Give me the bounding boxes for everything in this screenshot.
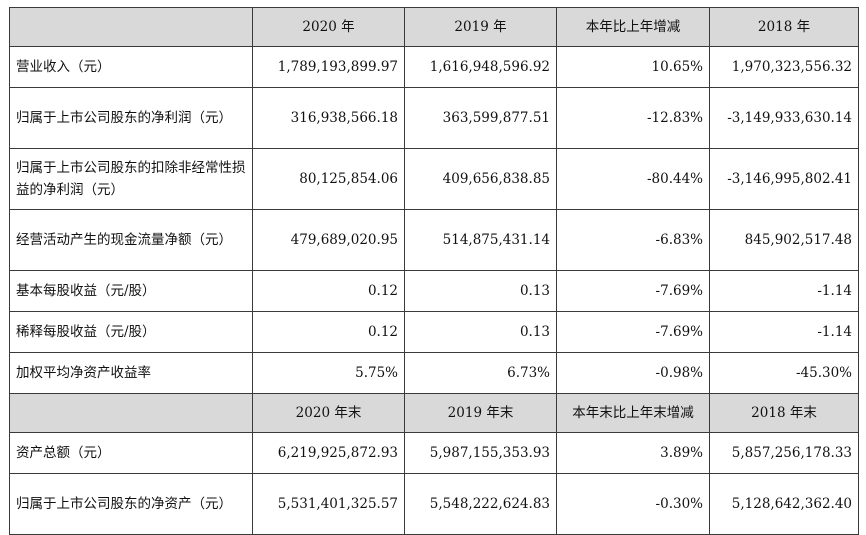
cell-2018: 5,857,256,178.33 xyxy=(709,432,859,474)
header-blank-cell xyxy=(9,393,253,433)
cell-2020: 5,531,401,325.57 xyxy=(252,473,405,535)
cell-2018: -3,146,995,802.41 xyxy=(709,148,859,210)
cell-change: -12.83% xyxy=(556,87,710,149)
header-row-annual: 2020 年 2019 年 本年比上年增减 2018 年 xyxy=(9,7,859,47)
cell-2019: 0.13 xyxy=(404,270,557,312)
cell-2020: 80,125,854.06 xyxy=(252,148,405,210)
row-label: 经营活动产生的现金流量净额（元） xyxy=(9,209,253,271)
table-row: 稀释每股收益（元/股） 0.12 0.13 -7.69% -1.14 xyxy=(9,311,859,353)
row-label: 加权平均净资产收益率 xyxy=(9,352,253,394)
cell-change: -7.69% xyxy=(556,270,710,312)
row-label: 基本每股收益（元/股） xyxy=(9,270,253,312)
cell-2019: 1,616,948,596.92 xyxy=(404,46,557,88)
cell-2018: 845,902,517.48 xyxy=(709,209,859,271)
header-2020-end: 2020 年末 xyxy=(252,393,405,433)
cell-2018: -1.14 xyxy=(709,311,859,353)
cell-2019: 0.13 xyxy=(404,311,557,353)
cell-2018: 1,970,323,556.32 xyxy=(709,46,859,88)
cell-2019: 363,599,877.51 xyxy=(404,87,557,149)
header-2019: 2019 年 xyxy=(404,7,557,47)
cell-change: -7.69% xyxy=(556,311,710,353)
row-label: 归属于上市公司股东的扣除非经常性损益的净利润（元） xyxy=(9,148,253,210)
row-label: 营业收入（元） xyxy=(9,46,253,88)
header-change-end: 本年末比上年末增减 xyxy=(556,393,710,433)
header-change: 本年比上年增减 xyxy=(556,7,710,47)
cell-2019: 6.73% xyxy=(404,352,557,394)
table-row: 基本每股收益（元/股） 0.12 0.13 -7.69% -1.14 xyxy=(9,270,859,312)
table-row: 加权平均净资产收益率 5.75% 6.73% -0.98% -45.30% xyxy=(9,352,859,394)
table-row: 归属于上市公司股东的净利润（元） 316,938,566.18 363,599,… xyxy=(9,87,859,149)
cell-change: -0.30% xyxy=(556,473,710,535)
cell-change: -6.83% xyxy=(556,209,710,271)
cell-2020: 5.75% xyxy=(252,352,405,394)
table-row: 归属于上市公司股东的净资产（元） 5,531,401,325.57 5,548,… xyxy=(9,473,859,535)
cell-2019: 5,987,155,353.93 xyxy=(404,432,557,474)
cell-2019: 409,656,838.85 xyxy=(404,148,557,210)
cell-2020: 1,789,193,899.97 xyxy=(252,46,405,88)
table-row: 资产总额（元） 6,219,925,872.93 5,987,155,353.9… xyxy=(9,432,859,474)
cell-change: 3.89% xyxy=(556,432,710,474)
row-label: 归属于上市公司股东的净资产（元） xyxy=(9,473,253,535)
row-label: 稀释每股收益（元/股） xyxy=(9,311,253,353)
cell-2018: -3,149,933,630.14 xyxy=(709,87,859,149)
cell-2020: 479,689,020.95 xyxy=(252,209,405,271)
header-blank-cell xyxy=(9,7,253,47)
table-row: 经营活动产生的现金流量净额（元） 479,689,020.95 514,875,… xyxy=(9,209,859,271)
header-2020: 2020 年 xyxy=(252,7,405,47)
header-2018-end: 2018 年末 xyxy=(709,393,859,433)
cell-2018: -1.14 xyxy=(709,270,859,312)
row-label: 资产总额（元） xyxy=(9,432,253,474)
cell-2018: 5,128,642,362.40 xyxy=(709,473,859,535)
cell-2018: -45.30% xyxy=(709,352,859,394)
key-financial-data-table: 2020 年 2019 年 本年比上年增减 2018 年 营业收入（元） 1,7… xyxy=(9,7,859,535)
header-row-year-end: 2020 年末 2019 年末 本年末比上年末增减 2018 年末 xyxy=(9,393,859,433)
cell-change: -0.98% xyxy=(556,352,710,394)
cell-change: 10.65% xyxy=(556,46,710,88)
header-2018: 2018 年 xyxy=(709,7,859,47)
cell-2020: 6,219,925,872.93 xyxy=(252,432,405,474)
cell-2020: 0.12 xyxy=(252,270,405,312)
table-row: 归属于上市公司股东的扣除非经常性损益的净利润（元） 80,125,854.06 … xyxy=(9,148,859,210)
header-2019-end: 2019 年末 xyxy=(404,393,557,433)
row-label: 归属于上市公司股东的净利润（元） xyxy=(9,87,253,149)
cell-change: -80.44% xyxy=(556,148,710,210)
cell-2019: 5,548,222,624.83 xyxy=(404,473,557,535)
cell-2020: 316,938,566.18 xyxy=(252,87,405,149)
cell-2019: 514,875,431.14 xyxy=(404,209,557,271)
cell-2020: 0.12 xyxy=(252,311,405,353)
table-row: 营业收入（元） 1,789,193,899.97 1,616,948,596.9… xyxy=(9,46,859,88)
